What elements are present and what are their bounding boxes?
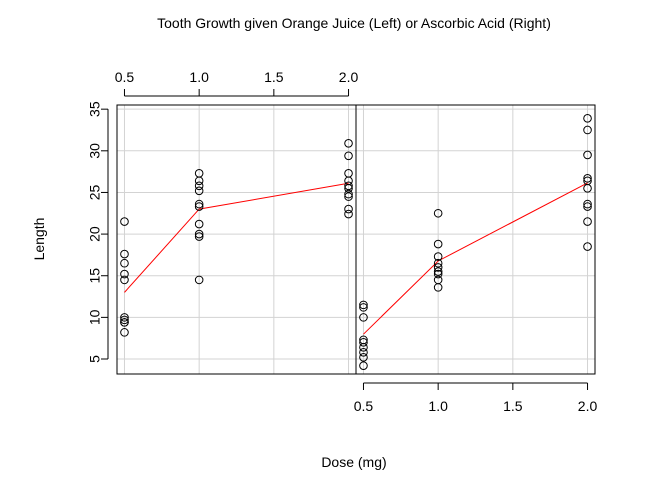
data-point bbox=[433, 208, 443, 218]
data-point bbox=[120, 275, 129, 285]
y-tick-label: 10 bbox=[87, 309, 103, 325]
data-point bbox=[120, 269, 129, 279]
plot-area: 0.5 1.0 1.5 2.0 0.5 1.0 1.5 2.0 5 10 15 20 25 30 35 bbox=[87, 69, 598, 414]
x-tick-label: 1.5 bbox=[503, 398, 523, 414]
data-point bbox=[194, 229, 204, 239]
data-point bbox=[194, 199, 204, 209]
data-point bbox=[583, 183, 592, 193]
y-tick-label: 35 bbox=[87, 101, 103, 117]
data-point bbox=[194, 176, 204, 186]
data-point bbox=[344, 139, 353, 148]
data-point bbox=[583, 114, 592, 123]
data-point bbox=[344, 183, 353, 193]
data-point bbox=[344, 204, 353, 214]
x-tick-label: 1.5 bbox=[264, 69, 284, 85]
data-point bbox=[583, 242, 592, 251]
data-point bbox=[583, 217, 592, 226]
data-point bbox=[194, 181, 204, 191]
panel-frame bbox=[355, 104, 596, 375]
data-point bbox=[344, 189, 353, 199]
x-tick-label: 0.5 bbox=[354, 398, 374, 414]
data-point bbox=[344, 181, 353, 191]
data-point bbox=[120, 315, 129, 325]
data-point bbox=[359, 300, 368, 310]
data-point bbox=[344, 151, 353, 161]
fit-line bbox=[363, 182, 588, 335]
x-tick-label: 1.0 bbox=[189, 69, 209, 85]
data-point bbox=[359, 343, 368, 352]
data-point bbox=[359, 303, 368, 312]
data-point bbox=[433, 258, 443, 268]
fit-line bbox=[124, 182, 349, 293]
chart-title: Tooth Growth given Orange Juice (Left) o… bbox=[157, 15, 551, 31]
y-tick-label: 25 bbox=[87, 184, 103, 200]
y-tick-label: 20 bbox=[87, 226, 103, 242]
x-tick-label: 1.0 bbox=[428, 398, 448, 414]
data-point bbox=[194, 275, 204, 285]
data-point bbox=[433, 267, 443, 276]
panel-oj: 0.5 1.0 1.5 2.0 bbox=[115, 69, 359, 375]
data-point bbox=[359, 361, 368, 370]
y-tick-label: 5 bbox=[87, 355, 103, 363]
x-tick-label: 2.0 bbox=[339, 69, 359, 85]
data-point bbox=[583, 150, 592, 160]
panel-vc: 0.5 1.0 1.5 2.0 bbox=[354, 104, 598, 414]
y-axis-label: Length bbox=[31, 218, 47, 261]
data-point bbox=[359, 338, 368, 347]
panel-frame bbox=[116, 104, 357, 375]
data-point bbox=[120, 217, 129, 226]
data-point bbox=[583, 125, 592, 135]
data-point bbox=[583, 173, 592, 183]
data-point bbox=[120, 258, 129, 268]
data-point bbox=[194, 202, 204, 211]
x-axis-label: Dose (mg) bbox=[321, 454, 386, 470]
data-point bbox=[359, 353, 368, 362]
data-point bbox=[194, 232, 204, 241]
data-point bbox=[433, 283, 443, 292]
x-tick-label: 2.0 bbox=[578, 398, 598, 414]
data-point bbox=[194, 219, 204, 229]
data-point bbox=[359, 313, 368, 322]
data-point bbox=[120, 313, 129, 322]
data-point bbox=[433, 252, 443, 261]
data-point bbox=[194, 186, 204, 196]
data-point bbox=[359, 348, 368, 357]
data-point bbox=[583, 199, 592, 209]
data-point bbox=[433, 239, 443, 249]
data-point bbox=[120, 318, 129, 327]
x-tick-label: 0.5 bbox=[115, 69, 135, 85]
data-point bbox=[120, 328, 129, 337]
y-tick-label: 30 bbox=[87, 143, 103, 159]
data-point bbox=[120, 249, 129, 259]
y-tick-label: 15 bbox=[87, 268, 103, 284]
data-point bbox=[433, 263, 443, 272]
data-point bbox=[344, 192, 353, 201]
data-point bbox=[433, 269, 443, 279]
data-point bbox=[344, 209, 353, 219]
data-point bbox=[583, 202, 592, 211]
